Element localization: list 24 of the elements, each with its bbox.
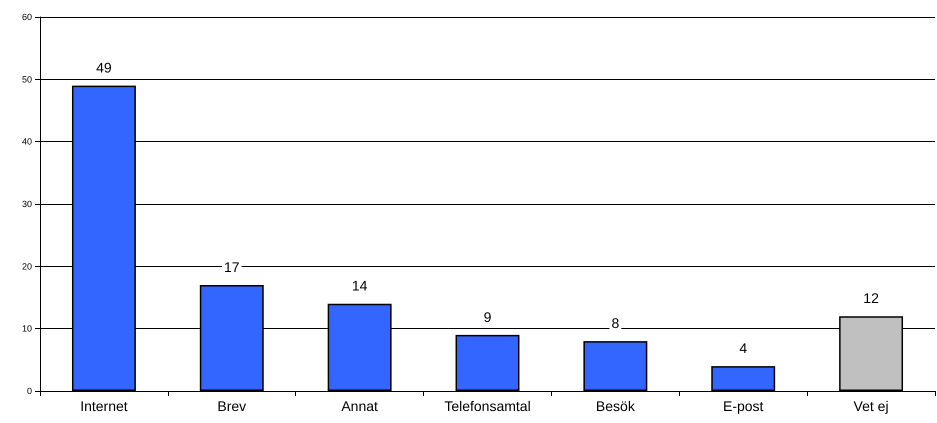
data-label: 17: [224, 259, 240, 276]
y-tick-label: 20: [22, 261, 32, 272]
bar: [711, 366, 776, 391]
data-label: 4: [739, 340, 748, 356]
data-label: 14: [352, 278, 368, 294]
y-tick-label: 60: [22, 12, 32, 22]
x-tick-label: E-post: [722, 398, 764, 414]
bar: [583, 341, 648, 391]
data-label: 12: [863, 290, 880, 306]
x-tick-label: Besök: [596, 398, 636, 414]
data-label: 8: [611, 315, 620, 332]
y-tick-label: 50: [22, 74, 32, 84]
y-tick-label: 10: [22, 324, 32, 334]
x-tick-label: Internet: [80, 398, 128, 414]
y-tick-label: 30: [22, 199, 32, 209]
x-tick-label: Annat: [341, 398, 378, 414]
y-tick-label: 0: [26, 386, 32, 396]
bar: [456, 334, 520, 391]
y-tick-label: 40: [22, 136, 32, 147]
x-tick-label: Telefonsamtal: [444, 398, 531, 414]
data-label: 49: [96, 60, 112, 76]
x-tick-label: Brev: [217, 398, 246, 414]
x-tick-label: Vet ej: [854, 398, 889, 414]
data-label: 9: [484, 308, 492, 325]
